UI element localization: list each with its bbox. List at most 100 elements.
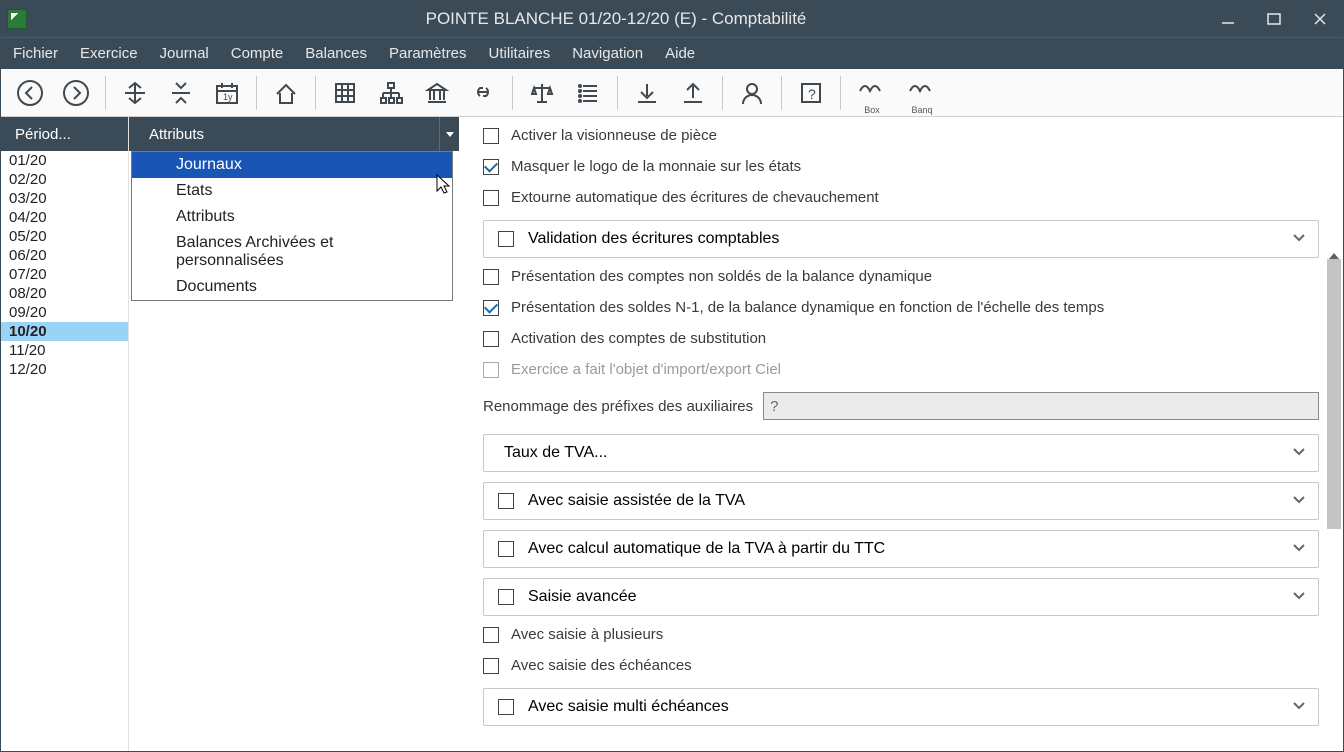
toolbar-separator bbox=[781, 76, 782, 110]
chevron-down-icon bbox=[1292, 698, 1306, 716]
checkbox[interactable] bbox=[483, 269, 499, 285]
setting-validation-ecritures[interactable]: Validation des écritures comptables bbox=[483, 220, 1319, 258]
period-item[interactable]: 05/20 bbox=[1, 227, 128, 246]
bank-icon[interactable] bbox=[416, 73, 458, 113]
chevron-down-icon bbox=[1292, 540, 1306, 558]
app-window: POINTE BLANCHE 01/20-12/20 (E) - Comptab… bbox=[0, 0, 1344, 752]
checkbox[interactable] bbox=[483, 300, 499, 316]
dropdown-item[interactable]: Documents bbox=[132, 274, 452, 300]
toolbar-separator bbox=[512, 76, 513, 110]
setting-presentation-n1[interactable]: Présentation des soldes N-1, de la balan… bbox=[483, 299, 1319, 316]
renommage-input[interactable] bbox=[763, 392, 1319, 420]
setting-saisie-assistee[interactable]: Avec saisie assistée de la TVA bbox=[483, 482, 1319, 520]
toolbar-separator bbox=[256, 76, 257, 110]
hierarchy-icon[interactable] bbox=[370, 73, 412, 113]
periods-header[interactable]: Périod... bbox=[1, 117, 128, 151]
setting-extourne-auto[interactable]: Extourne automatique des écritures de ch… bbox=[483, 189, 1319, 206]
home-icon[interactable] bbox=[265, 73, 307, 113]
menu-fichier[interactable]: Fichier bbox=[13, 45, 58, 62]
setting-presentation-non-soldes[interactable]: Présentation des comptes non soldés de l… bbox=[483, 268, 1319, 285]
menu-exercice[interactable]: Exercice bbox=[80, 45, 138, 62]
menu-compte[interactable]: Compte bbox=[231, 45, 284, 62]
period-item[interactable]: 09/20 bbox=[1, 303, 128, 322]
toolbar-separator bbox=[617, 76, 618, 110]
list-icon[interactable] bbox=[567, 73, 609, 113]
checkbox[interactable] bbox=[498, 493, 514, 509]
forward-button[interactable] bbox=[55, 73, 97, 113]
menu-aide[interactable]: Aide bbox=[665, 45, 695, 62]
adn-banq-button[interactable]: Banq bbox=[899, 73, 945, 113]
upload-icon[interactable] bbox=[672, 73, 714, 113]
menu-balances[interactable]: Balances bbox=[305, 45, 367, 62]
menu-utilitaires[interactable]: Utilitaires bbox=[489, 45, 551, 62]
vertical-scrollbar[interactable] bbox=[1327, 249, 1341, 751]
attributes-dropdown-toggle[interactable] bbox=[439, 117, 459, 151]
close-button[interactable] bbox=[1297, 1, 1343, 37]
dropdown-item[interactable]: Balances Archivées et personnalisées bbox=[132, 230, 452, 274]
link-icon[interactable] bbox=[462, 73, 504, 113]
setting-saisie-multi[interactable]: Avec saisie multi échéances bbox=[483, 688, 1319, 726]
scroll-thumb[interactable] bbox=[1327, 259, 1341, 529]
checkbox[interactable] bbox=[483, 159, 499, 175]
setting-masquer-logo[interactable]: Masquer le logo de la monnaie sur les ét… bbox=[483, 158, 1319, 175]
chevron-down-icon bbox=[1292, 444, 1306, 462]
maximize-button[interactable] bbox=[1251, 1, 1297, 37]
menu-navigation[interactable]: Navigation bbox=[572, 45, 643, 62]
collapse-icon[interactable] bbox=[160, 73, 202, 113]
setting-taux-tva[interactable]: Taux de TVA... bbox=[483, 434, 1319, 472]
grid-icon[interactable] bbox=[324, 73, 366, 113]
period-item[interactable]: 03/20 bbox=[1, 189, 128, 208]
settings-panel: Activer la visionneuse de pièce Masquer … bbox=[459, 117, 1343, 751]
chevron-down-icon bbox=[1292, 492, 1306, 510]
toolbar: 1y ? Box Banq bbox=[1, 69, 1343, 117]
checkbox[interactable] bbox=[498, 589, 514, 605]
back-button[interactable] bbox=[9, 73, 51, 113]
toolbar-separator bbox=[105, 76, 106, 110]
adn-box-button[interactable]: Box bbox=[849, 73, 895, 113]
user-icon[interactable] bbox=[731, 73, 773, 113]
balance-icon[interactable] bbox=[521, 73, 563, 113]
main-area: Périod... 01/2002/2003/2004/2005/2006/20… bbox=[1, 117, 1343, 751]
menu-journal[interactable]: Journal bbox=[160, 45, 209, 62]
checkbox[interactable] bbox=[498, 541, 514, 557]
menu-parametres[interactable]: Paramètres bbox=[389, 45, 467, 62]
svg-text:1y: 1y bbox=[223, 92, 233, 102]
chevron-down-icon bbox=[1292, 588, 1306, 606]
checkbox[interactable] bbox=[483, 190, 499, 206]
setting-saisie-echeances[interactable]: Avec saisie des échéances bbox=[483, 657, 1319, 674]
dropdown-item[interactable]: Journaux bbox=[132, 152, 452, 178]
minimize-button[interactable] bbox=[1205, 1, 1251, 37]
period-item[interactable]: 02/20 bbox=[1, 170, 128, 189]
checkbox bbox=[483, 362, 499, 378]
checkbox[interactable] bbox=[498, 231, 514, 247]
expand-icon[interactable] bbox=[114, 73, 156, 113]
checkbox[interactable] bbox=[498, 699, 514, 715]
setting-activation-substitution[interactable]: Activation des comptes de substitution bbox=[483, 330, 1319, 347]
period-item[interactable]: 06/20 bbox=[1, 246, 128, 265]
setting-renommage: Renommage des préfixes des auxiliaires bbox=[483, 392, 1319, 420]
dropdown-item[interactable]: Attributs bbox=[132, 204, 452, 230]
period-item[interactable]: 07/20 bbox=[1, 265, 128, 284]
setting-calcul-auto[interactable]: Avec calcul automatique de la TVA à part… bbox=[483, 530, 1319, 568]
checkbox[interactable] bbox=[483, 658, 499, 674]
period-item[interactable]: 12/20 bbox=[1, 360, 128, 379]
calendar-icon[interactable]: 1y bbox=[206, 73, 248, 113]
checkbox[interactable] bbox=[483, 627, 499, 643]
download-icon[interactable] bbox=[626, 73, 668, 113]
checkbox[interactable] bbox=[483, 128, 499, 144]
period-item[interactable]: 10/20 bbox=[1, 322, 128, 341]
period-item[interactable]: 04/20 bbox=[1, 208, 128, 227]
setting-activer-visionneuse[interactable]: Activer la visionneuse de pièce bbox=[483, 127, 1319, 144]
setting-saisie-plusieurs[interactable]: Avec saisie à plusieurs bbox=[483, 626, 1319, 643]
window-controls bbox=[1205, 1, 1343, 37]
period-item[interactable]: 01/20 bbox=[1, 151, 128, 170]
checkbox[interactable] bbox=[483, 331, 499, 347]
attributes-header[interactable]: Attributs bbox=[129, 117, 459, 151]
setting-saisie-avancee[interactable]: Saisie avancée bbox=[483, 578, 1319, 616]
attributes-dropdown: JournauxEtatsAttributsBalances Archivées… bbox=[131, 151, 453, 301]
dropdown-item[interactable]: Etats bbox=[132, 178, 452, 204]
help-icon[interactable]: ? bbox=[790, 73, 832, 113]
periods-panel: Périod... 01/2002/2003/2004/2005/2006/20… bbox=[1, 117, 129, 751]
period-item[interactable]: 08/20 bbox=[1, 284, 128, 303]
period-item[interactable]: 11/20 bbox=[1, 341, 128, 360]
